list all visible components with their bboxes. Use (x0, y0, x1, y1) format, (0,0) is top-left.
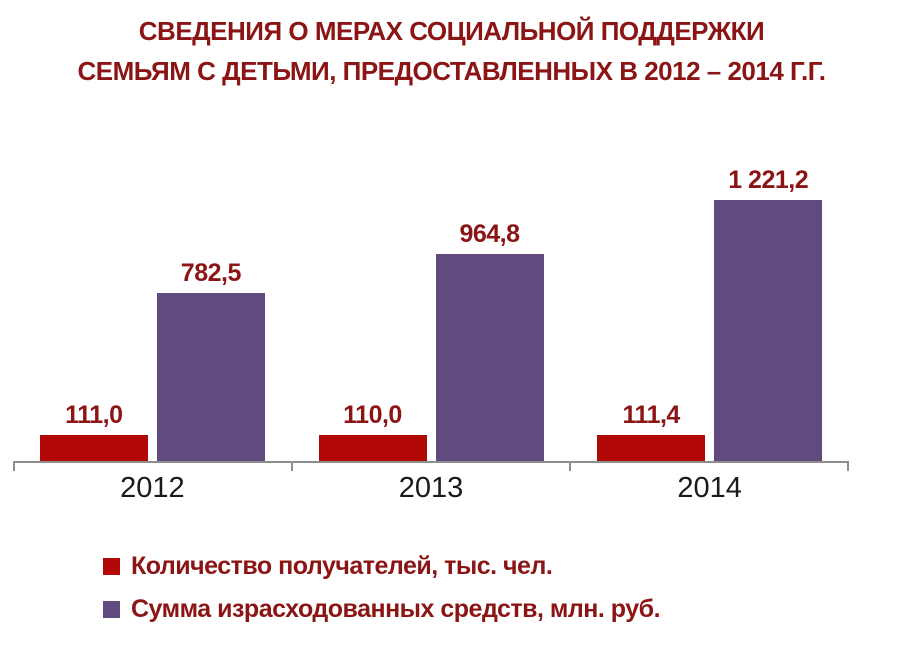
legend: Количество получателей, тыс. чел. Сумма и… (103, 551, 661, 637)
bar-value-label: 111,4 (622, 401, 681, 429)
legend-label: Количество получателей, тыс. чел. (131, 551, 553, 580)
legend-swatch-icon (103, 557, 120, 575)
x-axis-label-2013: 2013 (398, 472, 464, 504)
legend-item: Сумма израсходованных средств, млн. руб. (103, 594, 661, 624)
axis-tick (847, 463, 849, 471)
bar-recipients (318, 435, 427, 461)
bar-group: 111,4 (597, 401, 706, 461)
bar-group: 1 221,2 (714, 166, 823, 461)
bar-spending (156, 293, 265, 461)
bar-spending (714, 200, 823, 461)
legend-swatch-icon (103, 600, 120, 618)
bar-recipients (597, 435, 706, 461)
bar-recipients (39, 435, 148, 461)
bar-group: 964,8 (435, 220, 544, 461)
legend-label: Сумма израсходованных средств, млн. руб. (131, 594, 661, 623)
chart-title-line1: СВЕДЕНИЯ О МЕРАХ СОЦИАЛЬНОЙ ПОДДЕРЖКИ (138, 16, 765, 46)
legend-item: Количество получателей, тыс. чел. (103, 551, 660, 581)
axis-tick (569, 463, 572, 471)
x-axis-label-2014: 2014 (677, 472, 742, 504)
bar-value-label: 782,5 (180, 259, 242, 287)
chart-title: СВЕДЕНИЯ О МЕРАХ СОЦИАЛЬНОЙ ПОДДЕРЖКИ СЕ… (0, 11, 903, 91)
bar-value-label: 964,8 (459, 220, 520, 248)
bar-value-label: 111,0 (65, 401, 123, 429)
category-group-2014: 111,4 1 221,2 (570, 100, 849, 461)
bar-group: 111,0 (39, 401, 148, 461)
chart-title-line2: СЕМЬЯМ С ДЕТЬМИ, ПРЕДОСТАВЛЕННЫХ В 2012 … (77, 56, 826, 86)
bar-group: 110,0 (318, 401, 427, 461)
bar-value-label: 1 221,2 (728, 166, 809, 194)
axis-tick (290, 463, 293, 471)
category-group-2012: 111,0 782,5 (13, 100, 292, 461)
category-group-2013: 110,0 964,8 (292, 100, 571, 461)
axis-tick (13, 463, 15, 471)
bar-group: 782,5 (156, 259, 265, 461)
x-axis-label-2012: 2012 (120, 472, 185, 504)
bar-spending (435, 254, 544, 461)
bar-value-label: 110,0 (343, 401, 402, 429)
x-axis-labels: 2012 2013 2014 (13, 472, 849, 505)
plot-area: 111,0 782,5 110,0 964,8 111,4 1 221,2 (13, 100, 849, 471)
